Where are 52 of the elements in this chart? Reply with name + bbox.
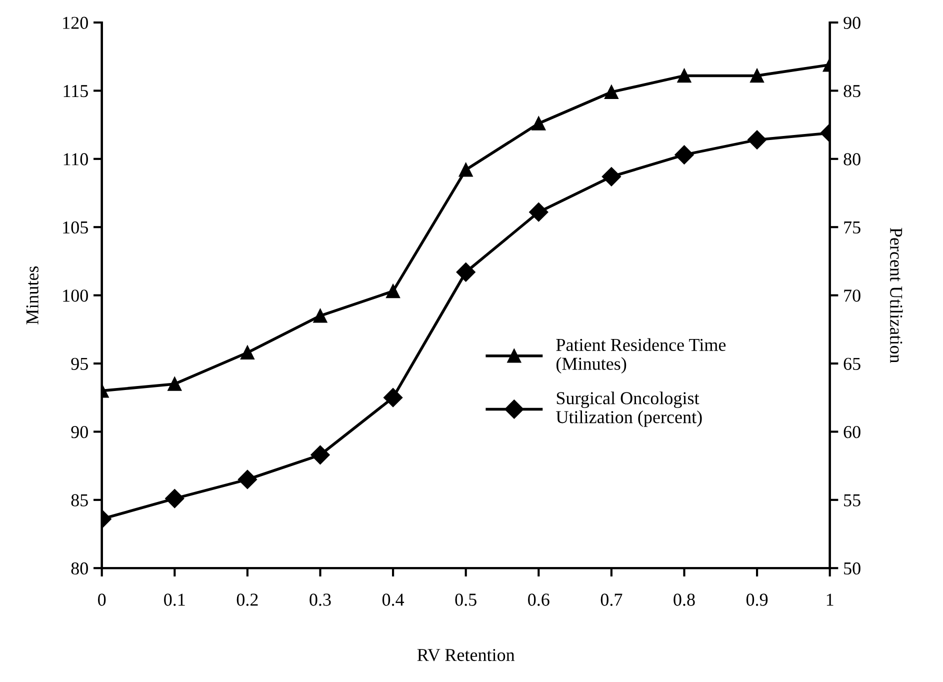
y2-tick-label: 70 [844, 290, 860, 302]
x-tick-label: 0.2 [236, 594, 258, 606]
x-tick-label: 0.4 [382, 594, 404, 606]
y2-tick-label: 60 [844, 426, 860, 438]
x-tick-label: 0.1 [164, 594, 185, 606]
point [238, 470, 257, 489]
x-tick-label: 0.8 [674, 594, 695, 606]
y-tick-label: 120 [63, 16, 88, 29]
point [602, 167, 621, 186]
point [313, 308, 328, 323]
point [386, 284, 400, 298]
x-axis-title: RV Retention [417, 648, 515, 662]
point [456, 262, 476, 282]
y-tick-label: 80 [71, 562, 88, 575]
legend-label: Surgical Oncologist Utilization (percent) [556, 392, 702, 427]
x-tick-label: 0 [98, 594, 106, 606]
x-tick-label: 1 [826, 594, 834, 606]
y-tick-label: 100 [63, 290, 88, 302]
y2-tick-label: 65 [844, 358, 860, 370]
y2-tick-label: 55 [844, 494, 860, 506]
y-tick-label: 95 [71, 358, 88, 370]
y-tick-label: 85 [71, 494, 88, 506]
point [529, 202, 548, 222]
y-axis-title: Minutes [26, 266, 38, 324]
point [168, 377, 182, 391]
y2-tick-label: 90 [844, 16, 860, 29]
y-tick-label: 115 [64, 85, 88, 98]
point [750, 68, 764, 83]
point [604, 85, 618, 100]
point [458, 162, 473, 177]
point [384, 388, 403, 408]
x-tick-label: 0.3 [310, 594, 331, 606]
point [165, 489, 184, 508]
x-tick-label: 0.5 [455, 594, 476, 606]
point [240, 346, 254, 360]
point [748, 130, 767, 150]
y2-tick-label: 50 [844, 562, 860, 575]
y2-axis-title: Percent Utilization [890, 228, 903, 363]
y2-tick-label: 80 [844, 153, 860, 166]
y-tick-label: 110 [64, 153, 88, 166]
point [310, 445, 330, 464]
x-tick-label: 0.9 [746, 594, 768, 606]
point [677, 68, 692, 83]
y2-tick-label: 85 [844, 84, 860, 98]
point [532, 116, 546, 130]
y-tick-label: 105 [63, 221, 88, 234]
x-tick-label: 0.7 [600, 594, 622, 606]
point [674, 145, 694, 164]
x-tick-label: 0.6 [528, 594, 550, 606]
legend-label: Patient Residence Time (Minutes) [556, 338, 726, 374]
y-tick-label: 90 [71, 426, 88, 438]
y2-tick-label: 75 [844, 222, 860, 234]
